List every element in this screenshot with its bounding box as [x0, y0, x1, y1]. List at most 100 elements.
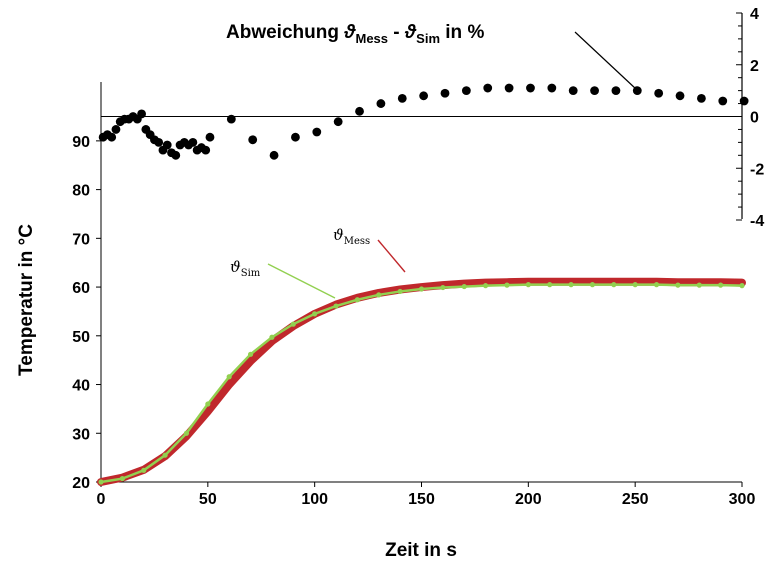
sim-series-point	[333, 303, 339, 309]
sim-series-point	[483, 283, 489, 289]
sim-series-point	[718, 282, 724, 288]
deviation-point	[333, 117, 343, 127]
sim-series-point	[183, 430, 190, 436]
sim-series-point	[290, 321, 296, 327]
deviation-point	[226, 114, 236, 124]
deviation-point	[154, 137, 164, 147]
x-tick-label: 300	[729, 491, 756, 508]
deviation-point	[654, 88, 664, 98]
deviation-point	[675, 91, 685, 101]
deviation-point	[397, 93, 407, 103]
annotation-suffix: in %	[440, 22, 484, 43]
deviation-point	[697, 93, 706, 103]
x-tick-label: 50	[199, 491, 217, 508]
y2-tick-label: -2	[750, 161, 764, 178]
x-axis-title: Zeit in s	[385, 540, 457, 561]
sim-label-sub: Sim	[241, 268, 261, 279]
deviation-point	[376, 99, 386, 108]
annotation-sub-1: Mess	[355, 31, 388, 46]
y-tick-label: 30	[72, 426, 90, 443]
sim-series-point	[589, 282, 596, 288]
deviation-point	[526, 83, 535, 93]
y2-tick-label: 4	[750, 6, 759, 23]
sim-series-point	[205, 401, 211, 407]
deviation-point	[269, 150, 279, 160]
deviation-point	[137, 109, 146, 119]
sim-series-point	[675, 282, 681, 288]
deviation-point	[718, 96, 728, 106]
x-tick-label: 250	[622, 491, 649, 508]
sim-series-point	[376, 292, 382, 298]
sim-series-point	[611, 282, 617, 288]
y-tick-label: 20	[72, 475, 90, 492]
deviation-point	[461, 86, 471, 96]
sim-series-point	[568, 282, 574, 288]
deviation-point	[568, 86, 578, 96]
deviation-point	[162, 140, 172, 150]
sim-series-point	[247, 351, 254, 357]
y-tick-label: 80	[72, 183, 90, 200]
series-layer	[97, 83, 749, 486]
deviation-point	[440, 88, 450, 98]
deviation-point	[107, 132, 117, 142]
axes-group	[96, 12, 743, 487]
deviation-point	[291, 132, 300, 142]
sim-series-point	[418, 286, 425, 292]
deviation-point	[201, 145, 211, 155]
deviation-point	[483, 83, 493, 93]
sim-series-point	[312, 311, 318, 317]
x-tick-label: 100	[301, 491, 328, 508]
deviation-point	[111, 125, 121, 134]
sim-series-point	[547, 282, 553, 288]
deviation-point	[355, 106, 364, 116]
annotation-minus: -	[388, 22, 405, 43]
annotation-text: Abweichung	[226, 22, 344, 43]
y2-tick-label: -4	[750, 213, 764, 230]
deviation-point	[547, 83, 557, 93]
sim-series-point	[141, 467, 147, 473]
deviation-point	[504, 83, 514, 93]
sim-series-point	[269, 334, 275, 340]
y-axis-title: Temperatur in °C	[16, 224, 37, 376]
deviation-point	[171, 150, 181, 160]
deviation-point	[611, 86, 621, 96]
deviation-point	[419, 91, 429, 101]
annotation-sub-2: Sim	[416, 31, 440, 46]
y2-tick-label: 0	[750, 110, 759, 127]
sim-series-point	[119, 475, 125, 482]
x-tick-label: 200	[515, 491, 542, 508]
annotation-leader-line	[574, 31, 637, 90]
annotation-theta-2: ϑ	[404, 22, 417, 43]
y-tick-label: 50	[72, 329, 90, 346]
sim-series-point	[504, 282, 510, 288]
sim-series-point	[632, 282, 638, 288]
y-tick-label: 90	[72, 134, 90, 151]
x-tick-label: 150	[408, 491, 435, 508]
deviation-point	[205, 132, 215, 142]
sim-series-point	[98, 479, 104, 485]
x-tick-label: 0	[97, 491, 106, 508]
deviation-point	[312, 127, 322, 137]
y-tick-label: 70	[72, 231, 90, 248]
sim-label-symbol: ϑ	[230, 258, 241, 276]
mess-label-symbol: ϑ	[333, 226, 344, 244]
sim-series-point	[397, 288, 403, 295]
tick-labels: 0 50 100 150 200 250 3002030405060708090-4-202…	[72, 6, 764, 508]
mess-series-label: ϑMess	[333, 226, 370, 247]
sim-series-point	[461, 283, 467, 290]
y-tick-label: 60	[72, 280, 90, 297]
deviation-annotation: Abweichung ϑMess - ϑSim in %	[226, 22, 484, 46]
sim-series-point	[440, 284, 446, 291]
deviation-point	[739, 96, 749, 106]
y-tick-label: 40	[72, 378, 90, 395]
sim-series-label: ϑSim	[230, 258, 261, 279]
y2-tick-label: 2	[750, 58, 759, 75]
sim-series-point	[162, 452, 168, 458]
sim-series-line	[100, 283, 743, 484]
deviation-point	[590, 86, 599, 96]
sim-series-point	[525, 282, 531, 288]
deviation-point	[248, 135, 258, 145]
deviation-point	[188, 137, 198, 147]
sim-series-point	[653, 282, 660, 288]
